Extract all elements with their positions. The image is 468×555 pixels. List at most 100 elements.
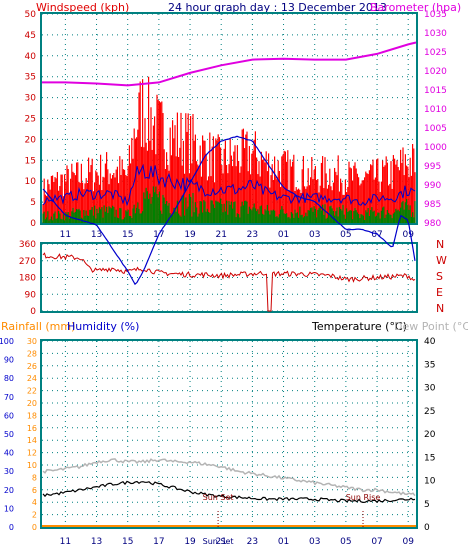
x-sunset-label: Sun Set bbox=[203, 537, 234, 546]
y-tick-label-temperature: 20 bbox=[424, 430, 436, 440]
y-tick-label-rainfall: 4 bbox=[32, 498, 37, 507]
barometer-axis-title: Barometer (hpa) bbox=[370, 1, 461, 14]
x-tick-label: 21 bbox=[215, 230, 226, 240]
y-tick-label-rainfall: 28 bbox=[27, 349, 37, 358]
legend-temperature: Temperature (°C) bbox=[311, 320, 407, 333]
direction-panel-frame bbox=[40, 242, 418, 313]
legend-humidity: Humidity (%) bbox=[67, 320, 139, 333]
y-tick-label-barometer: 1010 bbox=[424, 105, 447, 115]
x-tick-label: 19 bbox=[184, 230, 196, 240]
y-tick-label-temperature: 40 bbox=[424, 337, 436, 347]
y-tick-label-temperature: 30 bbox=[424, 384, 436, 394]
y-tick-label-humidity: 20 bbox=[4, 486, 14, 495]
humidity-line bbox=[42, 480, 416, 504]
x-tick-label: 23 bbox=[247, 230, 258, 240]
y-tick-label-windspeed: 45 bbox=[25, 31, 36, 41]
x-tick-label: 09 bbox=[402, 230, 414, 240]
y-tick-label-humidity: 70 bbox=[4, 393, 14, 402]
wind-average-line bbox=[42, 163, 416, 207]
y-tick-label-humidity: 100 bbox=[0, 337, 14, 346]
compass-label: N bbox=[436, 302, 444, 315]
x-tick-label: 07 bbox=[371, 230, 382, 240]
y-tick-label-barometer: 1000 bbox=[424, 143, 447, 153]
chart-title: 24 hour graph day : 13 December 2013 bbox=[168, 1, 387, 14]
y-tick-label-temperature: 5 bbox=[424, 500, 430, 510]
y-tick-label-humidity: 90 bbox=[4, 356, 14, 365]
y-tick-label-windspeed: 5 bbox=[30, 198, 36, 208]
y-tick-label-direction: 90 bbox=[25, 290, 37, 300]
x-tick-label: 13 bbox=[91, 230, 102, 240]
y-tick-label-temperature: 35 bbox=[424, 360, 435, 370]
y-tick-label-temperature: 15 bbox=[424, 453, 435, 463]
y-tick-label-rainfall: 2 bbox=[32, 511, 37, 520]
wind-direction-line bbox=[42, 252, 416, 312]
legend-rainfall: Rainfall (mm) bbox=[1, 320, 75, 333]
annotation-layer: Sun Set Sun Rise Sun Set bbox=[203, 493, 381, 546]
legend-dew-point: Dew Point (°C) bbox=[394, 320, 468, 333]
barometer-line bbox=[42, 41, 417, 87]
y-tick-label-windspeed: 10 bbox=[25, 177, 37, 187]
y-tick-label-windspeed: 20 bbox=[25, 135, 37, 145]
wind-panel-frame bbox=[40, 12, 418, 225]
compass-label: E bbox=[436, 286, 443, 299]
x-tick-label: 07 bbox=[371, 537, 382, 547]
y-tick-label-rainfall: 14 bbox=[27, 436, 37, 445]
x-tick-label: 21 bbox=[215, 537, 226, 547]
compass-label: W bbox=[436, 254, 447, 267]
y-tick-label-barometer: 1020 bbox=[424, 67, 447, 77]
sun-event-label: Sun Set bbox=[203, 493, 234, 502]
y-tick-label-temperature: 25 bbox=[424, 407, 435, 417]
y-tick-label-humidity: 0 bbox=[9, 523, 14, 532]
y-tick-label-humidity: 30 bbox=[4, 467, 14, 476]
x-tick-label: 11 bbox=[60, 230, 71, 240]
data-layer bbox=[42, 41, 417, 527]
y-tick-label-rainfall: 22 bbox=[27, 387, 37, 396]
y-tick-label-windspeed: 0 bbox=[30, 219, 36, 229]
x-tick-label: 17 bbox=[153, 537, 164, 547]
y-tick-label-rainfall: 8 bbox=[32, 473, 37, 482]
y-tick-label-direction: 360 bbox=[19, 240, 36, 250]
x-tick-label: 01 bbox=[278, 537, 289, 547]
y-tick-label-humidity: 80 bbox=[4, 374, 14, 383]
x-tick-label: 19 bbox=[184, 537, 196, 547]
windspeed-axis-title: Windspeed (kph) bbox=[36, 1, 129, 14]
x-tick-label: 01 bbox=[278, 230, 289, 240]
sun-event-label: Sun Rise bbox=[346, 493, 381, 502]
x-tick-label: 03 bbox=[309, 537, 320, 547]
y-tick-label-windspeed: 25 bbox=[25, 115, 36, 125]
y-tick-label-direction: 270 bbox=[19, 257, 36, 267]
y-tick-label-barometer: 980 bbox=[424, 219, 441, 229]
y-tick-label-windspeed: 40 bbox=[25, 52, 37, 62]
y-tick-label-humidity: 50 bbox=[4, 430, 14, 439]
y-tick-label-temperature: 0 bbox=[424, 523, 430, 533]
y-tick-label-barometer: 985 bbox=[424, 200, 441, 210]
temperature-line bbox=[42, 135, 416, 286]
y-tick-label-temperature: 10 bbox=[424, 477, 436, 487]
compass-label: N bbox=[436, 238, 444, 251]
x-tick-label: 09 bbox=[402, 537, 414, 547]
y-tick-label-rainfall: 30 bbox=[27, 337, 37, 346]
y-tick-label-windspeed: 15 bbox=[25, 156, 36, 166]
x-tick-label: 13 bbox=[91, 537, 102, 547]
y-tick-label-barometer: 995 bbox=[424, 162, 441, 172]
temp-panel-frame bbox=[40, 339, 418, 529]
y-tick-label-barometer: 990 bbox=[424, 181, 441, 191]
y-tick-label-direction: 0 bbox=[30, 307, 36, 317]
x-tick-label: 05 bbox=[340, 230, 351, 240]
compass-label: S bbox=[436, 270, 443, 283]
y-tick-label-humidity: 40 bbox=[4, 449, 14, 458]
y-tick-label-barometer: 1035 bbox=[424, 10, 447, 20]
y-tick-label-rainfall: 0 bbox=[32, 523, 37, 532]
grid-layer bbox=[42, 13, 416, 528]
y-tick-label-rainfall: 6 bbox=[32, 486, 37, 495]
x-tick-label: 05 bbox=[340, 537, 351, 547]
x-tick-label: 23 bbox=[247, 537, 258, 547]
y-tick-label-rainfall: 16 bbox=[27, 424, 37, 433]
y-tick-label-rainfall: 12 bbox=[27, 449, 37, 458]
y-tick-label-barometer: 1015 bbox=[424, 86, 447, 96]
y-tick-label-windspeed: 30 bbox=[25, 94, 37, 104]
dew-point-line bbox=[42, 458, 416, 497]
y-tick-label-rainfall: 24 bbox=[27, 374, 37, 383]
